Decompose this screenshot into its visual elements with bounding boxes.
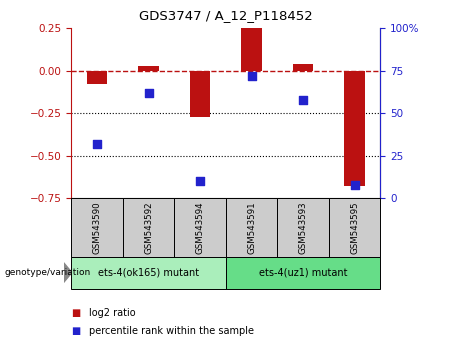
Point xyxy=(145,90,152,96)
Bar xyxy=(242,28,262,71)
Bar xyxy=(190,71,211,117)
Bar xyxy=(138,66,159,71)
Text: ets-4(uz1) mutant: ets-4(uz1) mutant xyxy=(259,268,347,278)
Text: GDS3747 / A_12_P118452: GDS3747 / A_12_P118452 xyxy=(139,9,313,22)
Point xyxy=(94,141,101,147)
FancyBboxPatch shape xyxy=(226,198,278,257)
Text: GSM543592: GSM543592 xyxy=(144,201,153,254)
Text: ■: ■ xyxy=(71,308,81,318)
Point xyxy=(248,73,255,79)
Bar xyxy=(87,71,107,84)
FancyBboxPatch shape xyxy=(174,198,226,257)
Text: ■: ■ xyxy=(71,326,81,336)
Text: GSM543595: GSM543595 xyxy=(350,201,359,254)
FancyBboxPatch shape xyxy=(71,257,226,289)
FancyBboxPatch shape xyxy=(226,257,380,289)
FancyBboxPatch shape xyxy=(278,198,329,257)
Text: log2 ratio: log2 ratio xyxy=(89,308,136,318)
FancyBboxPatch shape xyxy=(71,198,123,257)
Text: ets-4(ok165) mutant: ets-4(ok165) mutant xyxy=(98,268,199,278)
FancyBboxPatch shape xyxy=(123,198,174,257)
Polygon shape xyxy=(64,263,72,282)
Point xyxy=(196,178,204,184)
Text: GSM543590: GSM543590 xyxy=(93,201,102,254)
Text: GSM543591: GSM543591 xyxy=(247,201,256,254)
Point xyxy=(300,97,307,103)
Text: percentile rank within the sample: percentile rank within the sample xyxy=(89,326,254,336)
Bar xyxy=(344,71,365,186)
Text: GSM543594: GSM543594 xyxy=(195,201,205,254)
Text: GSM543593: GSM543593 xyxy=(299,201,307,254)
Bar xyxy=(293,64,313,71)
FancyBboxPatch shape xyxy=(329,198,380,257)
Point xyxy=(351,182,358,188)
Text: genotype/variation: genotype/variation xyxy=(5,268,91,277)
